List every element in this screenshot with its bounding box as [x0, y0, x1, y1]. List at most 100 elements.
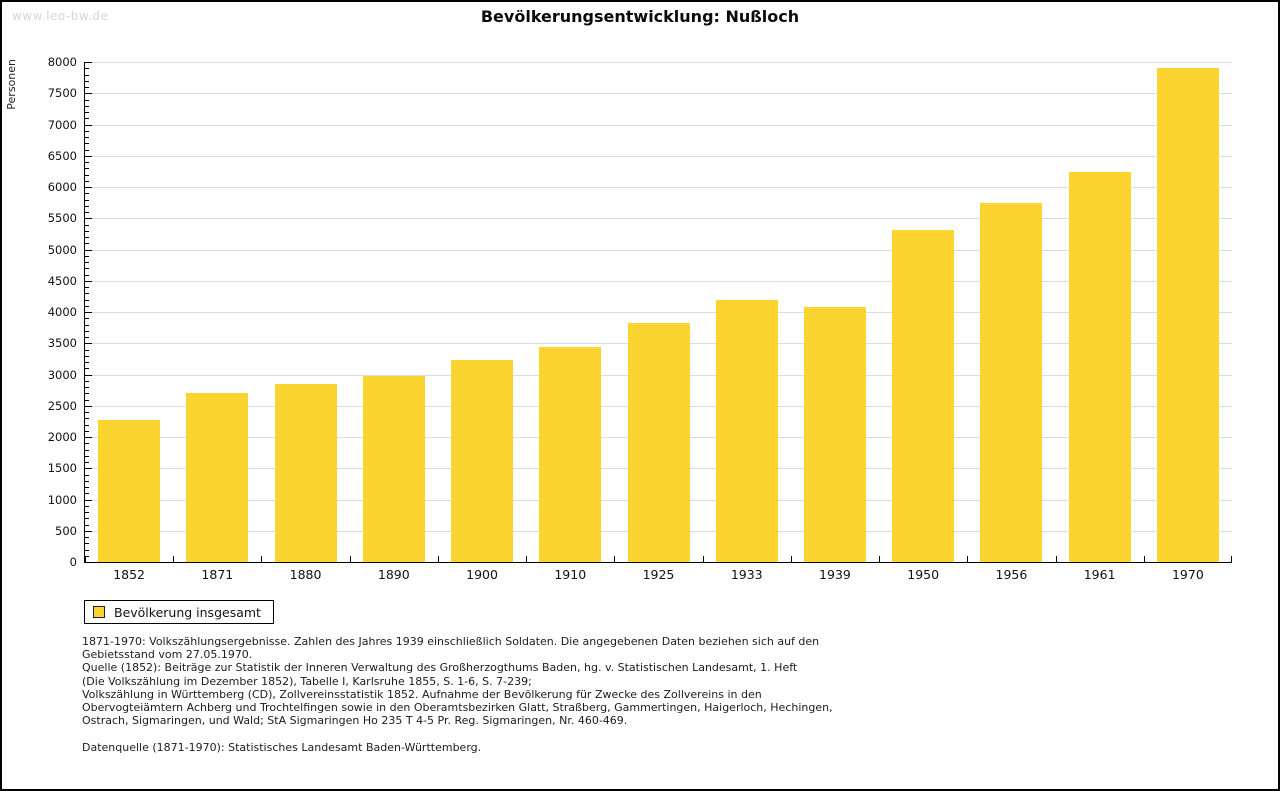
y-tick-label-1500: 1500 [47, 461, 77, 476]
bar-1933 [715, 300, 778, 562]
y-minor-tick [85, 199, 89, 201]
y-minor-tick [85, 149, 89, 151]
x-tick-label-1925: 1925 [642, 567, 675, 582]
x-tick-label-1871: 1871 [201, 567, 234, 582]
y-tick-label-5500: 5500 [47, 211, 77, 226]
footnotes: 1871-1970: Volkszählungsergebnisse. Zahl… [82, 635, 833, 754]
y-minor-tick [85, 505, 89, 507]
x-boundary-tick [614, 556, 616, 562]
y-minor-tick [85, 330, 89, 332]
y-minor-tick [85, 555, 89, 557]
y-minor-tick [85, 68, 89, 70]
y-tick-label-6500: 6500 [47, 148, 77, 163]
y-major-tick [85, 93, 92, 95]
gridline-6500 [85, 155, 1232, 157]
y-minor-tick [85, 362, 89, 363]
plot-area: 0 500 1000 1500 2000 2500 3000 3500 4000 4500 5000… [48, 55, 1232, 582]
legend-label: Bevölkerung insgesamt [114, 604, 261, 620]
y-major-tick [85, 280, 92, 282]
y-minor-tick [85, 118, 89, 120]
y-major-tick [85, 562, 92, 563]
x-tick-label-1852: 1852 [113, 567, 146, 582]
x-tick-label-1970: 1970 [1171, 567, 1204, 582]
y-minor-tick [85, 274, 89, 276]
y-major-tick [85, 405, 92, 407]
y-minor-tick [85, 368, 89, 370]
y-tick-label-6000: 6000 [47, 180, 77, 194]
y-tick-label-4000: 4000 [47, 305, 77, 319]
bar-1900 [451, 360, 514, 562]
y-minor-tick [85, 424, 89, 426]
y-minor-tick [85, 524, 89, 526]
y-minor-tick [85, 287, 89, 288]
y-minor-tick [85, 137, 89, 138]
y-minor-tick [85, 380, 89, 382]
bar-1880 [274, 383, 337, 562]
y-minor-tick [85, 262, 89, 263]
y-minor-tick [85, 293, 89, 295]
y-minor-tick [85, 168, 89, 170]
legend: Bevölkerung insgesamt [84, 600, 274, 624]
y-tick-label-3500: 3500 [47, 336, 77, 351]
y-minor-tick [85, 418, 89, 420]
y-minor-tick [85, 212, 89, 213]
y-minor-tick [85, 180, 89, 182]
x-boundary-tick [1231, 556, 1232, 562]
y-tick-label-0: 0 [69, 555, 77, 569]
x-tick-label-1900: 1900 [466, 567, 498, 582]
legend-swatch-icon [93, 606, 105, 618]
gridline-4000 [85, 312, 1232, 313]
bar-1956 [980, 202, 1043, 562]
x-boundary-tick [702, 556, 704, 562]
y-minor-tick [85, 224, 89, 226]
y-tick-label-5000: 5000 [47, 242, 77, 257]
y-minor-tick [85, 243, 89, 245]
x-boundary-tick [437, 556, 439, 562]
y-minor-tick [85, 493, 89, 495]
y-minor-tick [85, 487, 89, 488]
y-minor-tick [85, 430, 89, 432]
y-minor-tick [85, 399, 89, 401]
y-major-tick [85, 124, 92, 126]
y-minor-tick [85, 355, 89, 357]
y-minor-tick [85, 337, 89, 338]
bar-1910 [539, 347, 602, 562]
y-minor-tick [85, 174, 89, 176]
gridline-6000 [85, 187, 1232, 188]
x-boundary-tick [967, 556, 969, 562]
x-boundary-tick [349, 556, 351, 562]
bar-1970 [1156, 68, 1219, 562]
y-minor-tick [85, 443, 89, 445]
y-minor-tick [85, 143, 89, 145]
y-major-tick [85, 218, 92, 220]
gridline-7000 [85, 124, 1232, 126]
y-minor-tick [85, 543, 89, 545]
x-tick-label-1910: 1910 [554, 567, 587, 582]
x-tick-label-1880: 1880 [289, 567, 322, 582]
y-minor-tick [85, 74, 89, 76]
y-minor-tick [85, 99, 89, 101]
y-minor-tick [85, 462, 89, 463]
y-major-tick [85, 62, 92, 63]
y-minor-tick [85, 205, 89, 207]
y-major-tick [85, 499, 92, 501]
y-tick-label-4500: 4500 [47, 273, 77, 288]
y-minor-tick [85, 393, 89, 395]
bar-1925 [627, 322, 690, 562]
y-major-tick [85, 468, 92, 470]
y-minor-tick [85, 349, 89, 351]
bar-1852 [98, 419, 161, 562]
y-minor-tick [85, 318, 89, 320]
y-major-tick [85, 343, 92, 345]
x-tick-label-1961: 1961 [1083, 567, 1116, 582]
y-minor-tick [85, 518, 89, 520]
gridline-5500 [85, 218, 1232, 220]
y-minor-tick [85, 512, 89, 513]
y-tick-label-3000: 3000 [47, 367, 77, 382]
y-tick-label-8000: 8000 [47, 55, 77, 69]
y-tick-label-500: 500 [55, 523, 77, 538]
y-minor-tick [85, 193, 89, 195]
x-boundary-tick [85, 556, 86, 562]
y-minor-tick [85, 455, 89, 457]
